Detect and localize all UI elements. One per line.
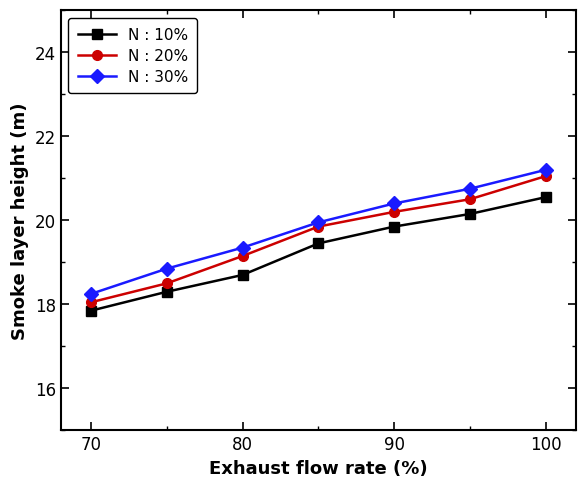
Legend: N : 10%, N : 20%, N : 30%: N : 10%, N : 20%, N : 30%	[69, 19, 197, 94]
Y-axis label: Smoke layer height (m): Smoke layer height (m)	[11, 102, 29, 339]
N : 10%: (70, 17.9): 10%: (70, 17.9)	[87, 308, 95, 314]
N : 20%: (75, 18.5): 20%: (75, 18.5)	[163, 281, 170, 286]
N : 10%: (75, 18.3): 10%: (75, 18.3)	[163, 289, 170, 295]
N : 30%: (100, 21.2): 30%: (100, 21.2)	[542, 167, 549, 173]
Line: N : 30%: N : 30%	[86, 165, 551, 299]
N : 10%: (95, 20.1): 10%: (95, 20.1)	[466, 212, 473, 218]
N : 30%: (70, 18.2): 30%: (70, 18.2)	[87, 291, 95, 297]
N : 20%: (90, 20.2): 20%: (90, 20.2)	[390, 209, 397, 215]
N : 20%: (95, 20.5): 20%: (95, 20.5)	[466, 197, 473, 203]
N : 30%: (80, 19.4): 30%: (80, 19.4)	[239, 245, 246, 251]
N : 10%: (80, 18.7): 10%: (80, 18.7)	[239, 272, 246, 278]
N : 20%: (100, 21.1): 20%: (100, 21.1)	[542, 174, 549, 180]
N : 10%: (90, 19.9): 10%: (90, 19.9)	[390, 224, 397, 230]
Line: N : 20%: N : 20%	[86, 172, 551, 307]
N : 30%: (75, 18.9): 30%: (75, 18.9)	[163, 266, 170, 272]
N : 30%: (90, 20.4): 30%: (90, 20.4)	[390, 201, 397, 207]
N : 20%: (70, 18.1): 20%: (70, 18.1)	[87, 300, 95, 305]
N : 10%: (100, 20.6): 10%: (100, 20.6)	[542, 195, 549, 201]
N : 30%: (85, 19.9): 30%: (85, 19.9)	[315, 220, 322, 226]
Line: N : 10%: N : 10%	[86, 193, 551, 316]
X-axis label: Exhaust flow rate (%): Exhaust flow rate (%)	[209, 459, 428, 477]
N : 20%: (85, 19.9): 20%: (85, 19.9)	[315, 224, 322, 230]
N : 30%: (95, 20.8): 30%: (95, 20.8)	[466, 186, 473, 192]
N : 20%: (80, 19.1): 20%: (80, 19.1)	[239, 254, 246, 260]
N : 10%: (85, 19.4): 10%: (85, 19.4)	[315, 241, 322, 247]
